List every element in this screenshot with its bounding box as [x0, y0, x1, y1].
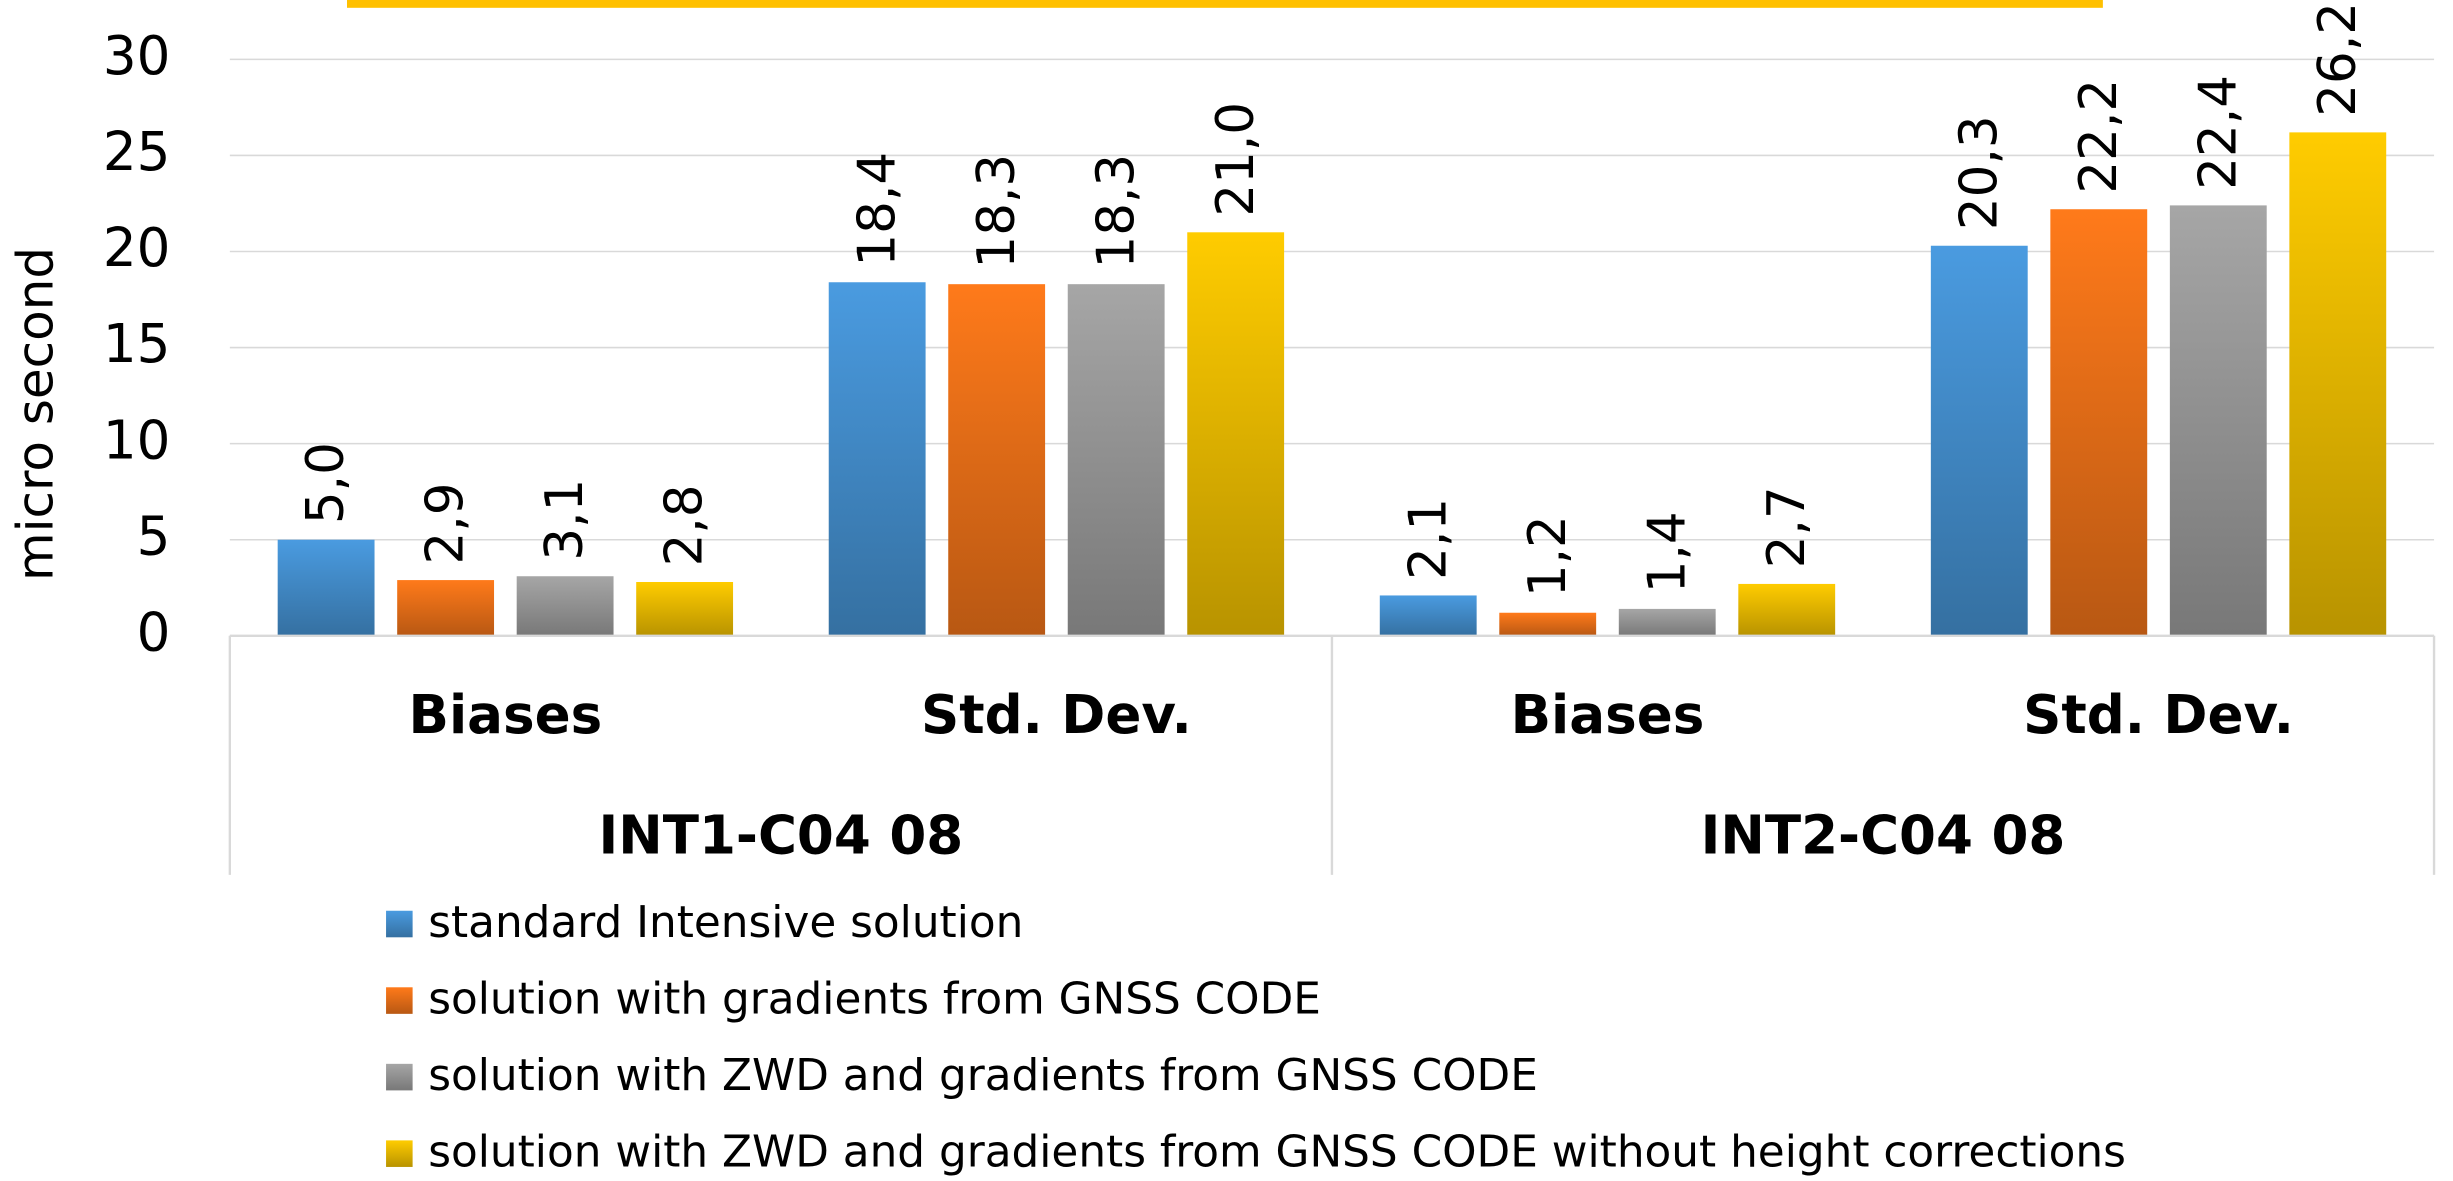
bar [1930, 245, 2028, 636]
data-label: 2,7 [1757, 486, 1817, 568]
legend-label: standard Intensive solution [428, 897, 1023, 948]
data-label: 21,0 [1206, 102, 1266, 217]
legend-swatch [386, 1140, 413, 1167]
bar [277, 539, 375, 636]
bar [1379, 595, 1477, 636]
bar [1499, 612, 1597, 636]
data-label: 2,9 [416, 482, 476, 564]
bar [397, 580, 495, 636]
bar [2169, 205, 2267, 636]
legend-swatch [386, 910, 413, 938]
legend-swatch [386, 1063, 413, 1091]
x-tick-label: Std. Dev. [921, 684, 1192, 746]
data-label: 2,8 [655, 484, 715, 566]
data-label: 5,0 [296, 442, 356, 524]
bar [1618, 608, 1716, 636]
data-label: 3,1 [535, 479, 595, 561]
legend-swatch [386, 987, 413, 1014]
x-tick-label: Std. Dev. [2023, 684, 2294, 746]
data-label: 18,3 [1086, 154, 1146, 269]
data-label: 26,2 [2308, 2, 2368, 117]
legend-label: solution with gradients from GNSS CODE [428, 973, 1321, 1024]
bar [2050, 209, 2148, 636]
data-label: 18,3 [967, 154, 1027, 269]
y-tick-label: 10 [103, 409, 171, 471]
y-axis-label: micro second [7, 247, 65, 581]
bar [1187, 232, 1285, 636]
x-tick-label: Biases [1511, 684, 1705, 746]
bar [828, 282, 926, 636]
x-tick-label: Biases [408, 684, 602, 746]
legend-label: solution with ZWD and gradients from GNS… [428, 1126, 2126, 1177]
data-label: 20,3 [1949, 115, 2009, 230]
y-tick-label: 30 [103, 25, 171, 87]
bar [1067, 284, 1165, 636]
data-label: 18,4 [847, 152, 907, 267]
y-tick-label: 0 [137, 601, 171, 663]
group-label: INT1-C04 08 [599, 805, 964, 867]
legend-label: solution with ZWD and gradients from GNS… [428, 1050, 1538, 1101]
data-label: 22,2 [2069, 79, 2129, 194]
y-tick-label: 5 [137, 505, 171, 567]
bar [516, 576, 614, 636]
y-tick-label: 15 [103, 313, 171, 375]
header-bar [346, 0, 2103, 8]
data-label: 1,4 [1637, 511, 1697, 593]
data-label: 22,4 [2188, 75, 2248, 190]
y-tick-label: 25 [103, 121, 171, 183]
group-label: INT2-C04 08 [1701, 805, 2066, 867]
bar [2289, 132, 2387, 636]
bar [1738, 583, 1836, 636]
bar [636, 582, 734, 636]
data-label: 2,1 [1398, 498, 1458, 580]
data-label: 1,2 [1518, 515, 1578, 597]
bar [948, 284, 1046, 636]
y-tick-label: 20 [103, 217, 171, 279]
